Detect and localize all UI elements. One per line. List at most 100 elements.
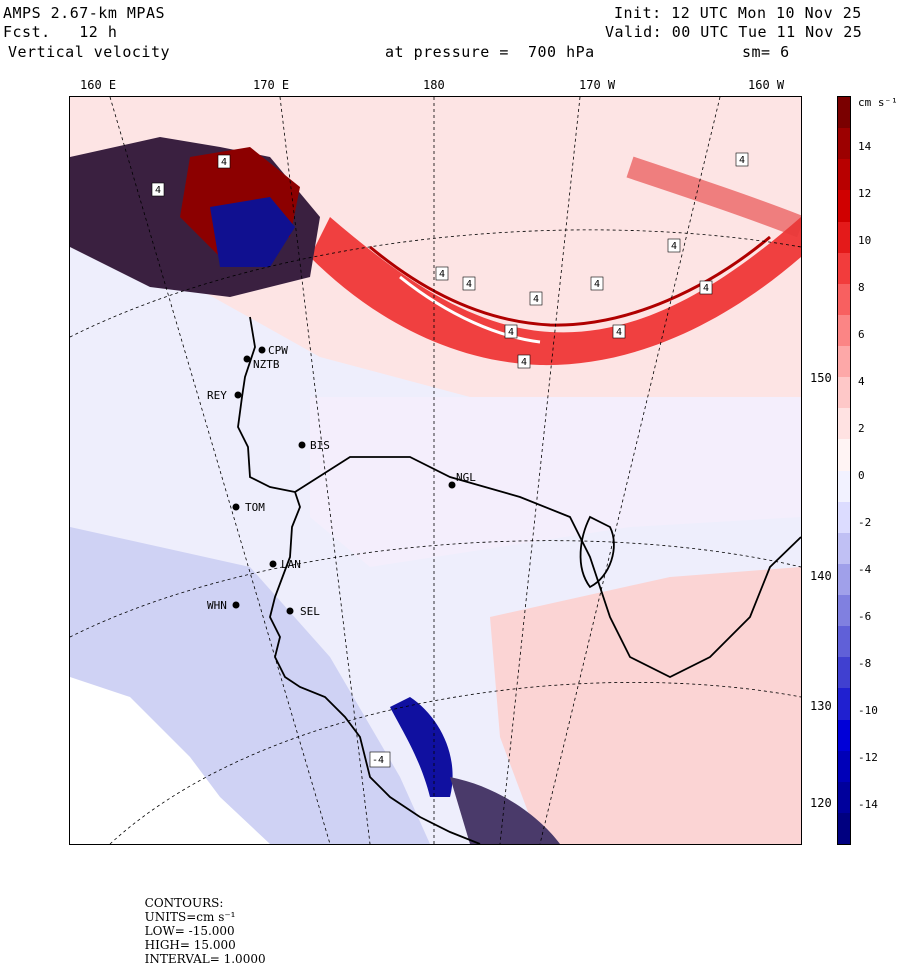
contour-label-2: 4 bbox=[151, 182, 165, 197]
contour-label-6: 4 bbox=[590, 276, 604, 291]
colorbar-segment bbox=[838, 750, 850, 782]
contour-text-12: 4 bbox=[521, 357, 527, 368]
map-panel[interactable]: 4 4 4 4 4 4 4 4 4 4 4 4 -4 CPW NZTB REY … bbox=[69, 96, 806, 845]
contour-text-8: 4 bbox=[739, 155, 745, 166]
lon-tick-180: 180 bbox=[423, 78, 445, 92]
station-rey[interactable]: REY bbox=[207, 389, 242, 402]
smoothing: sm= 6 bbox=[742, 43, 790, 61]
negative-patch-south bbox=[390, 697, 453, 797]
colorbar-label: -4 bbox=[858, 563, 872, 576]
station-sel[interactable]: SEL bbox=[286, 605, 321, 618]
colorbar-segment bbox=[838, 314, 850, 346]
footer-high: HIGH= 15.000 bbox=[144, 938, 236, 952]
jet-band-positive bbox=[310, 217, 801, 366]
colorbar-label: 2 bbox=[858, 422, 865, 435]
contour-text-13: -4 bbox=[372, 755, 384, 766]
colorbar-label: -6 bbox=[858, 610, 872, 623]
station-lan[interactable]: LAN bbox=[269, 558, 301, 571]
colorbar-segment bbox=[838, 595, 850, 627]
init-time: Init: 12 UTC Mon 10 Nov 25 bbox=[614, 4, 862, 22]
mixed-region bbox=[310, 397, 801, 567]
jet-band-core bbox=[369, 235, 771, 327]
colorbar-segment bbox=[838, 812, 850, 844]
colorbar-label: 12 bbox=[858, 187, 872, 200]
ice-shelf-region bbox=[70, 677, 270, 844]
coastline bbox=[237, 316, 802, 845]
contour-label-9: 4 bbox=[699, 280, 713, 295]
colorbar-segment bbox=[838, 532, 850, 564]
contour-label-12: 4 bbox=[517, 354, 531, 369]
lon-tick-170e: 170 E bbox=[253, 78, 290, 92]
station-whn-label: WHN bbox=[207, 599, 227, 612]
station-nztb-label: NZTB bbox=[253, 358, 280, 371]
contour-text-9: 4 bbox=[703, 283, 709, 294]
pressure-label: at pressure = bbox=[385, 43, 509, 61]
colorbar-segment bbox=[838, 252, 850, 284]
footer-units: UNITS=cm s⁻¹ bbox=[144, 910, 236, 924]
contour-text-3: 4 bbox=[439, 269, 445, 280]
footer-interval: INTERVAL= 1.0000 bbox=[144, 952, 266, 966]
colorbar-segment bbox=[838, 128, 850, 160]
contour-label-13: -4 bbox=[369, 751, 391, 768]
mixed-patch-south bbox=[450, 777, 560, 844]
colorbar-label: 10 bbox=[858, 234, 872, 247]
contour-label-8: 4 bbox=[735, 152, 749, 167]
fcst-value: 12 h bbox=[79, 23, 118, 41]
colorbar-segment bbox=[838, 626, 850, 658]
contour-label-3: 4 bbox=[435, 266, 449, 281]
colorbar-label: 14 bbox=[858, 140, 872, 153]
colorbar-label: 8 bbox=[858, 281, 865, 294]
jet-band-gap bbox=[399, 275, 541, 344]
contour-labels: 4 4 4 4 4 4 4 4 4 4 4 4 -4 bbox=[151, 152, 749, 768]
valid-time: Valid: 00 UTC Tue 11 Nov 25 bbox=[605, 23, 863, 41]
station-ngl-label: NGL bbox=[456, 471, 476, 484]
convective-core-negative bbox=[210, 197, 295, 267]
contour-label-1: 4 bbox=[217, 154, 231, 169]
colorbar-label: 6 bbox=[858, 328, 865, 341]
forecast-label: Fcst. 12 h bbox=[3, 23, 117, 41]
pressure-value: 700 hPa bbox=[527, 43, 595, 61]
station-tom-label: TOM bbox=[245, 501, 265, 514]
colorbar-segment bbox=[838, 563, 850, 595]
colorbar-label: 4 bbox=[858, 375, 865, 388]
contour-text-6: 4 bbox=[594, 279, 600, 290]
contour-text-4: 4 bbox=[466, 279, 472, 290]
contour-label-10: 4 bbox=[612, 324, 626, 339]
station-bis[interactable]: BIS bbox=[298, 439, 330, 452]
colorbar-segment bbox=[838, 97, 850, 129]
station-tom[interactable]: TOM bbox=[232, 501, 266, 514]
station-whn[interactable]: WHN bbox=[207, 599, 240, 612]
footer-low: LOW= -15.000 bbox=[144, 924, 235, 938]
contour-text-2: 4 bbox=[155, 185, 161, 196]
contour-text-11: 4 bbox=[508, 327, 514, 338]
colorbar-label: -2 bbox=[858, 516, 872, 529]
lon-tick-160w: 160 W bbox=[748, 78, 785, 92]
contour-text-10: 4 bbox=[616, 327, 622, 338]
colorbar-segment bbox=[838, 657, 850, 689]
model-title: AMPS 2.67-km MPAS bbox=[3, 4, 166, 22]
colorbar-label: -12 bbox=[858, 751, 878, 764]
station-nztb[interactable]: NZTB bbox=[243, 355, 280, 372]
station-ngl[interactable]: NGL bbox=[448, 471, 477, 489]
colorbar-segment bbox=[838, 159, 850, 191]
contour-text-5: 4 bbox=[533, 294, 539, 305]
footer-contours: CONTOURS: bbox=[144, 896, 224, 910]
contour-text-7: 4 bbox=[671, 241, 677, 252]
positive-region-southeast bbox=[490, 567, 801, 844]
colorbar-segment bbox=[838, 221, 850, 253]
colorbar-label: -8 bbox=[858, 657, 872, 670]
field-name: Vertical velocity bbox=[8, 43, 171, 61]
colorbar-segment bbox=[838, 470, 850, 502]
station-markers: CPW NZTB REY BIS NGL TOM LAN WHN SEL bbox=[207, 344, 476, 618]
colorbar-segment bbox=[838, 346, 850, 378]
colorbar-label: -10 bbox=[858, 704, 878, 717]
colorbar bbox=[837, 96, 851, 845]
fcst-label: Fcst. bbox=[3, 23, 51, 41]
colorbar-segment bbox=[838, 719, 850, 751]
contour-text-1: 4 bbox=[221, 157, 227, 168]
contour-label-7: 4 bbox=[667, 238, 681, 253]
colorbar-segment bbox=[838, 408, 850, 440]
pressure-level: at pressure = 700 hPa bbox=[385, 43, 595, 61]
lon-tick-160e: 160 E bbox=[80, 78, 117, 92]
station-cpw[interactable]: CPW bbox=[258, 344, 289, 357]
